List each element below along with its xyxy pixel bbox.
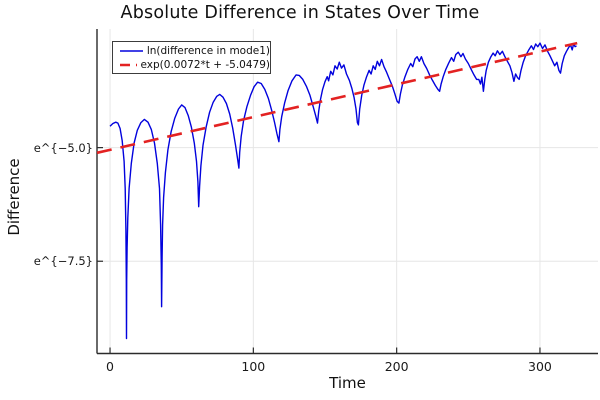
x-tick-label: 100 xyxy=(241,359,266,374)
x-tick-label: 300 xyxy=(528,359,552,374)
legend-label-red: exp(0.0072*t + -5.0479) xyxy=(140,58,270,71)
x-tick-label: 200 xyxy=(384,359,409,374)
legend-item-red: exp(0.0072*t + -5.0479) xyxy=(118,58,270,72)
chart-title: Absolute Difference in States Over Time xyxy=(120,3,480,23)
series-line-red-fit xyxy=(96,41,578,155)
x-axis-label: Time xyxy=(329,374,366,392)
y-axis-label: Difference xyxy=(5,158,23,236)
legend-line-sample-solid-icon xyxy=(120,49,143,52)
legend-label-blue: ln(difference in mode1) xyxy=(146,44,270,57)
y-tick-label: e^{−7.5} xyxy=(33,254,93,269)
legend-line-sample-dashed-icon xyxy=(120,63,137,66)
y-tick-label: e^{−5.0} xyxy=(33,140,93,155)
x-tick-label: 0 xyxy=(106,359,114,374)
series-line-blue xyxy=(109,42,577,340)
legend: ln(difference in mode1) exp(0.0072*t + -… xyxy=(112,41,271,74)
legend-item-blue: ln(difference in mode1) xyxy=(118,44,270,58)
